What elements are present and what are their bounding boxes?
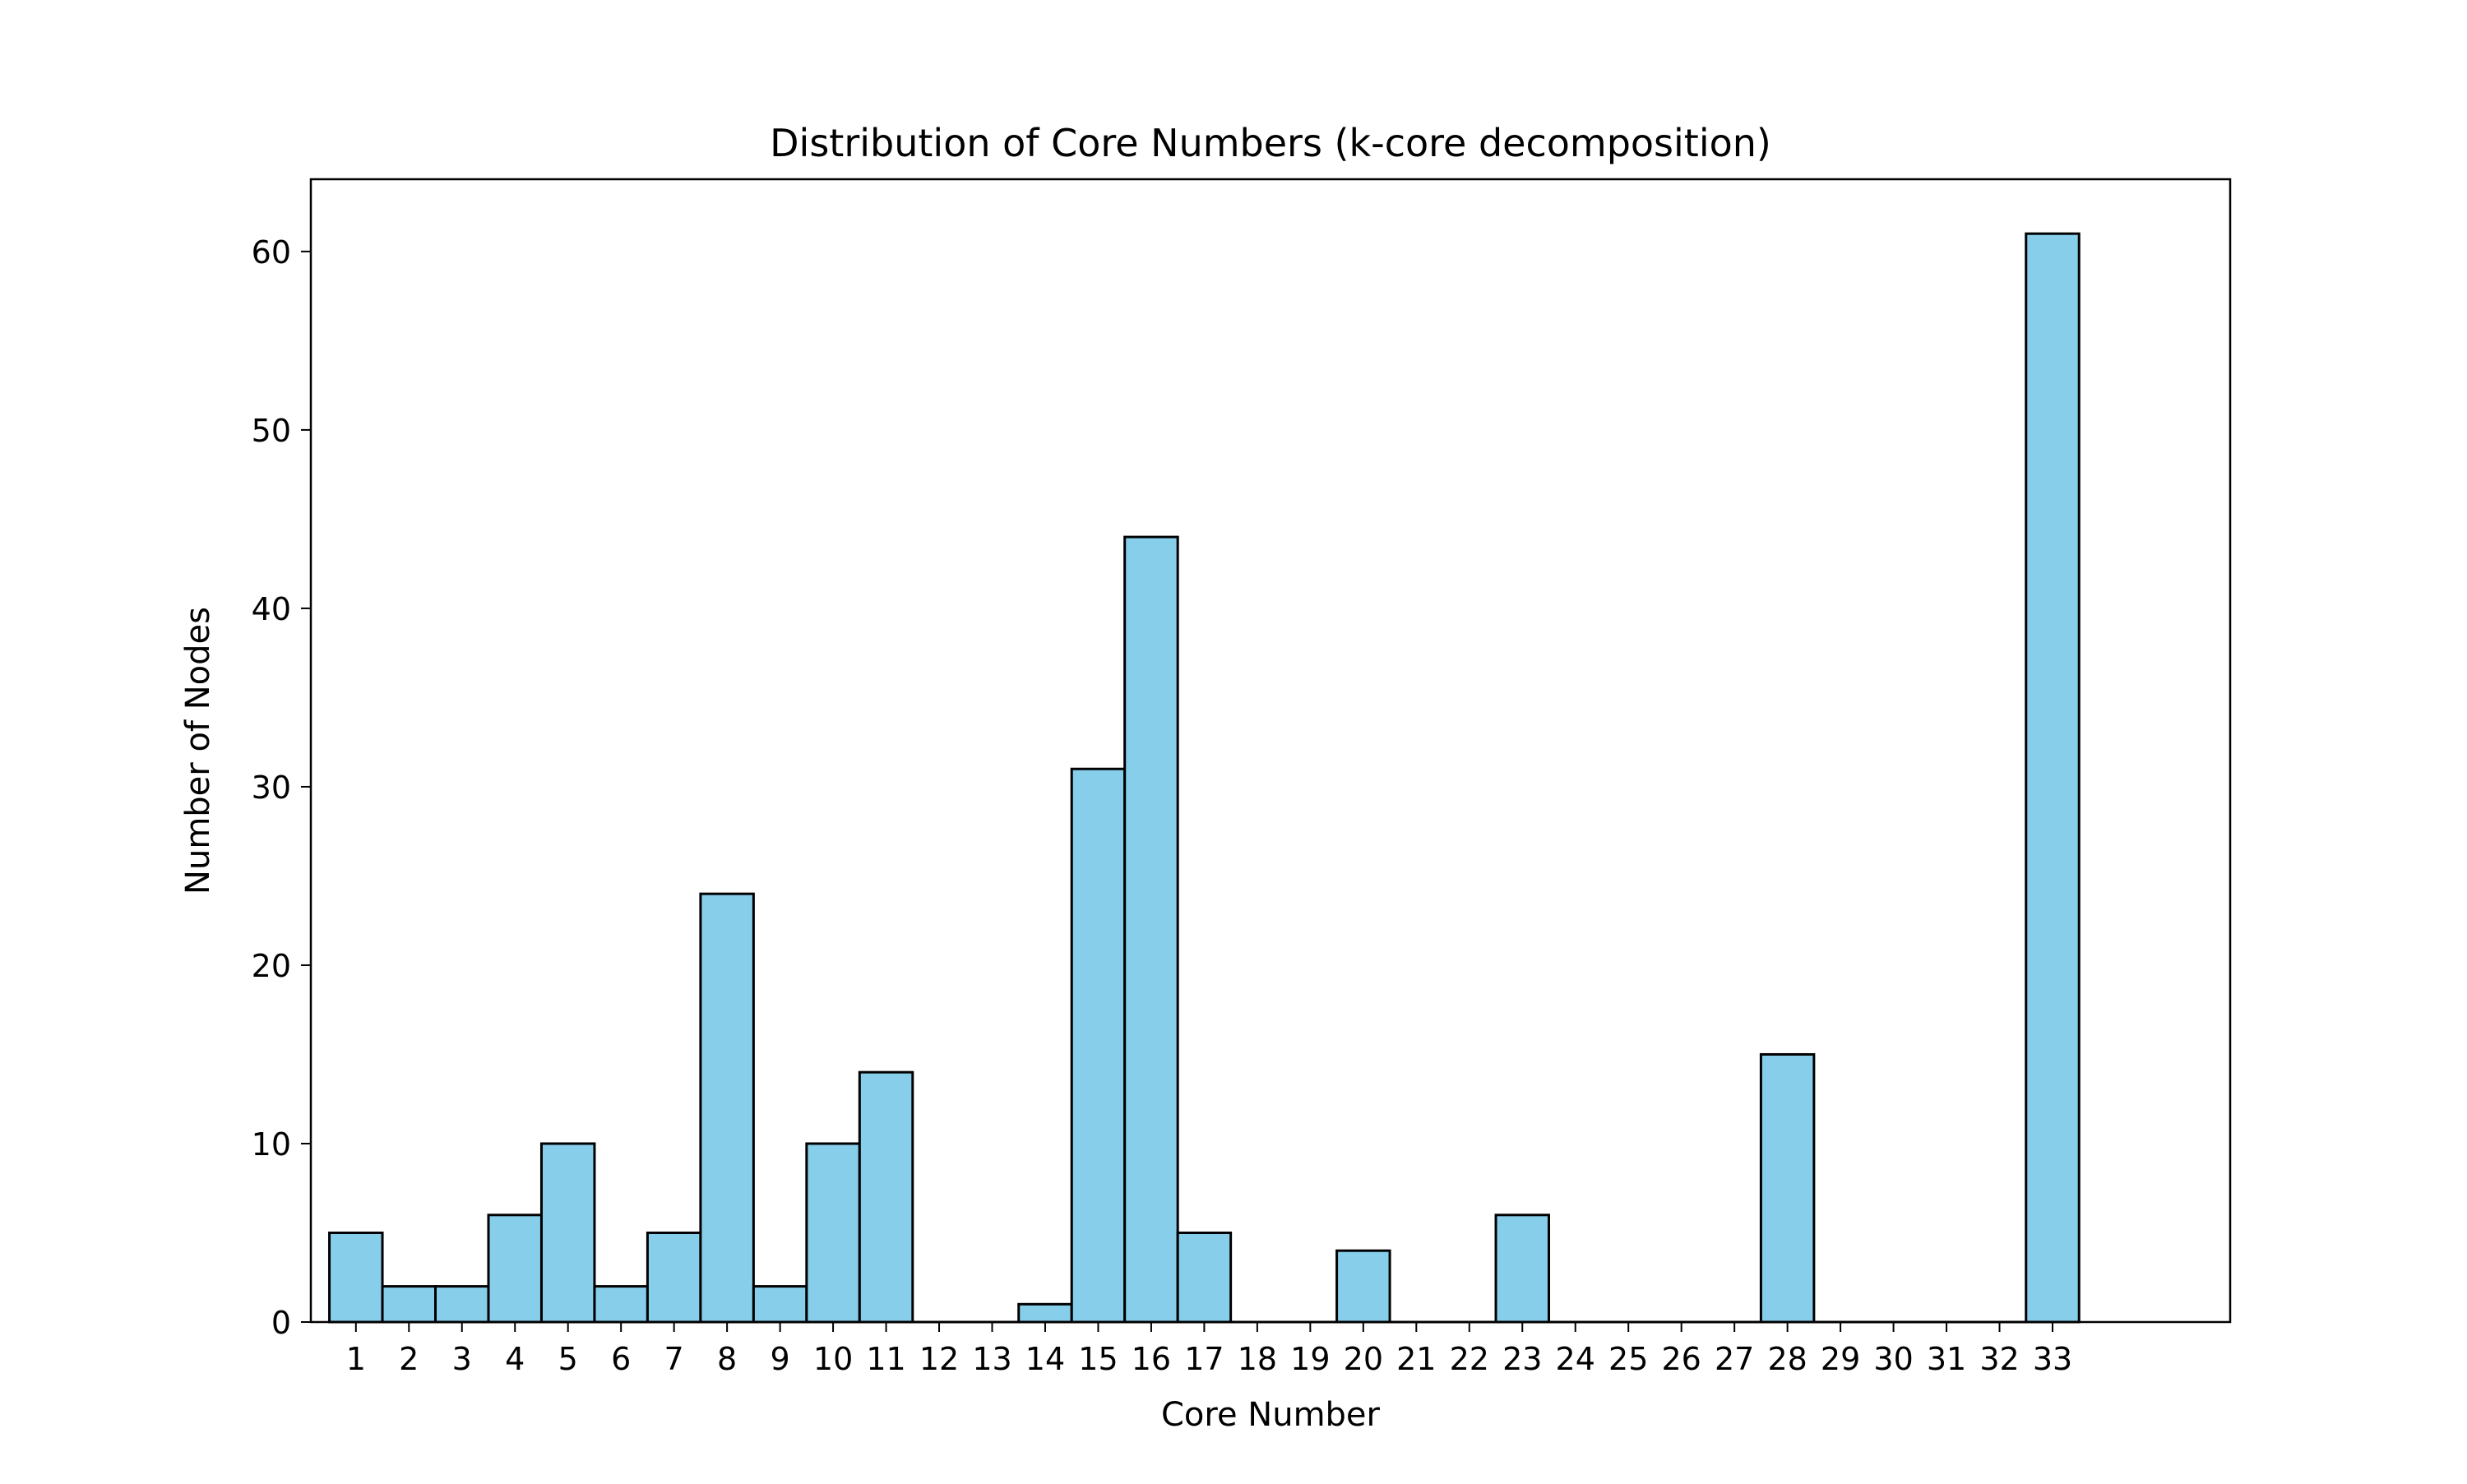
x-axis-label: Core Number bbox=[1161, 1396, 1381, 1434]
bar-core-16 bbox=[1123, 535, 1179, 1324]
bar-core-7 bbox=[646, 1231, 702, 1324]
x-tick-label: 4 bbox=[505, 1341, 525, 1377]
y-tick-label: 30 bbox=[252, 770, 291, 806]
plot-area-frame bbox=[309, 178, 2232, 1324]
bar-core-3 bbox=[434, 1285, 490, 1324]
bar-core-10 bbox=[805, 1142, 861, 1324]
bar-core-33 bbox=[2025, 232, 2081, 1324]
x-tick-label: 2 bbox=[399, 1341, 419, 1377]
x-tick-label: 29 bbox=[1821, 1341, 1860, 1377]
x-tick-label: 30 bbox=[1873, 1341, 1913, 1377]
x-tick-label: 5 bbox=[558, 1341, 578, 1377]
x-tick-label: 7 bbox=[664, 1341, 684, 1377]
x-tick-label: 19 bbox=[1290, 1341, 1330, 1377]
y-tick-label: 20 bbox=[252, 948, 291, 984]
y-tick-label: 60 bbox=[252, 234, 291, 270]
x-tick-label: 27 bbox=[1715, 1341, 1754, 1377]
bars bbox=[328, 232, 2081, 1324]
bar-core-14 bbox=[1017, 1302, 1073, 1324]
x-tick-label: 31 bbox=[1927, 1341, 1966, 1377]
bar-core-17 bbox=[1176, 1231, 1233, 1324]
y-tick-label: 40 bbox=[252, 591, 291, 627]
x-tick-label: 24 bbox=[1556, 1341, 1595, 1377]
x-tick-label: 25 bbox=[1608, 1341, 1648, 1377]
x-tick-label: 18 bbox=[1238, 1341, 1277, 1377]
y-axis-label: Number of Nodes bbox=[179, 607, 217, 895]
chart-title: Distribution of Core Numbers (k-core dec… bbox=[770, 121, 1771, 165]
bar-core-1 bbox=[328, 1231, 384, 1324]
y-tick-label: 50 bbox=[252, 413, 291, 449]
x-tick-label: 17 bbox=[1184, 1341, 1224, 1377]
x-tick-label: 22 bbox=[1450, 1341, 1489, 1377]
x-tick-label: 12 bbox=[919, 1341, 959, 1377]
x-tick-label: 28 bbox=[1767, 1341, 1807, 1377]
bar-core-23 bbox=[1494, 1214, 1550, 1324]
x-tick-label: 6 bbox=[611, 1341, 631, 1377]
x-tick-label: 23 bbox=[1502, 1341, 1542, 1377]
x-tick-label: 3 bbox=[452, 1341, 472, 1377]
x-tick-label: 20 bbox=[1344, 1341, 1383, 1377]
x-tick-label: 8 bbox=[717, 1341, 737, 1377]
x-tick-label: 26 bbox=[1662, 1341, 1701, 1377]
y-axis-ticks: 0 10 20 30 40 50 60 bbox=[252, 234, 311, 1341]
bar-core-8 bbox=[699, 892, 755, 1324]
bar-core-11 bbox=[858, 1070, 914, 1324]
x-tick-label: 15 bbox=[1078, 1341, 1118, 1377]
bar-core-15 bbox=[1070, 767, 1127, 1324]
x-tick-label: 9 bbox=[771, 1341, 790, 1377]
x-tick-label: 21 bbox=[1396, 1341, 1436, 1377]
x-tick-label: 11 bbox=[866, 1341, 905, 1377]
bar-core-28 bbox=[1759, 1052, 1816, 1324]
y-tick-label: 0 bbox=[271, 1305, 291, 1341]
x-tick-label: 32 bbox=[1979, 1341, 2019, 1377]
bar-core-20 bbox=[1335, 1249, 1391, 1324]
x-tick-label: 13 bbox=[972, 1341, 1011, 1377]
x-tick-label: 10 bbox=[813, 1341, 853, 1377]
bar-core-6 bbox=[593, 1285, 649, 1324]
x-tick-label: 14 bbox=[1025, 1341, 1065, 1377]
x-tick-label: 1 bbox=[346, 1341, 366, 1377]
y-tick-label: 10 bbox=[252, 1126, 291, 1163]
bar-core-9 bbox=[752, 1285, 808, 1324]
bar-core-2 bbox=[381, 1285, 437, 1324]
bar-core-5 bbox=[539, 1142, 596, 1324]
x-tick-label: 33 bbox=[2033, 1341, 2072, 1377]
bar-core-4 bbox=[487, 1214, 543, 1324]
x-tick-label: 16 bbox=[1132, 1341, 1171, 1377]
x-axis-ticks: 1 2 3 4 5 6 7 8 9 10 11 12 13 14 15 16 17 18 19 20 21 22 23 24 2… bbox=[346, 1322, 2072, 1377]
